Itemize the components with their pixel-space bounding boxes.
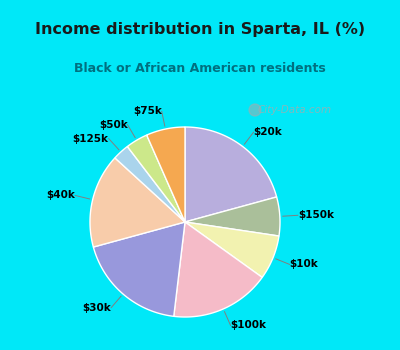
Text: $75k: $75k: [133, 106, 162, 117]
Polygon shape: [93, 222, 185, 316]
Polygon shape: [115, 147, 185, 222]
Polygon shape: [185, 197, 280, 236]
Circle shape: [249, 104, 261, 116]
Polygon shape: [185, 127, 277, 222]
Polygon shape: [90, 158, 185, 247]
Polygon shape: [147, 127, 185, 222]
Text: $150k: $150k: [298, 210, 334, 220]
Text: $20k: $20k: [254, 127, 282, 137]
Text: $100k: $100k: [230, 320, 266, 330]
Text: City-Data.com: City-Data.com: [258, 105, 332, 115]
Text: $10k: $10k: [290, 259, 318, 270]
Polygon shape: [185, 222, 279, 278]
Text: $40k: $40k: [46, 190, 75, 201]
Text: Income distribution in Sparta, IL (%): Income distribution in Sparta, IL (%): [35, 22, 365, 37]
Text: Black or African American residents: Black or African American residents: [74, 62, 326, 75]
Text: $30k: $30k: [82, 303, 111, 313]
Polygon shape: [127, 135, 185, 222]
Text: $125k: $125k: [73, 134, 109, 143]
Polygon shape: [174, 222, 262, 317]
Text: $50k: $50k: [99, 120, 128, 130]
